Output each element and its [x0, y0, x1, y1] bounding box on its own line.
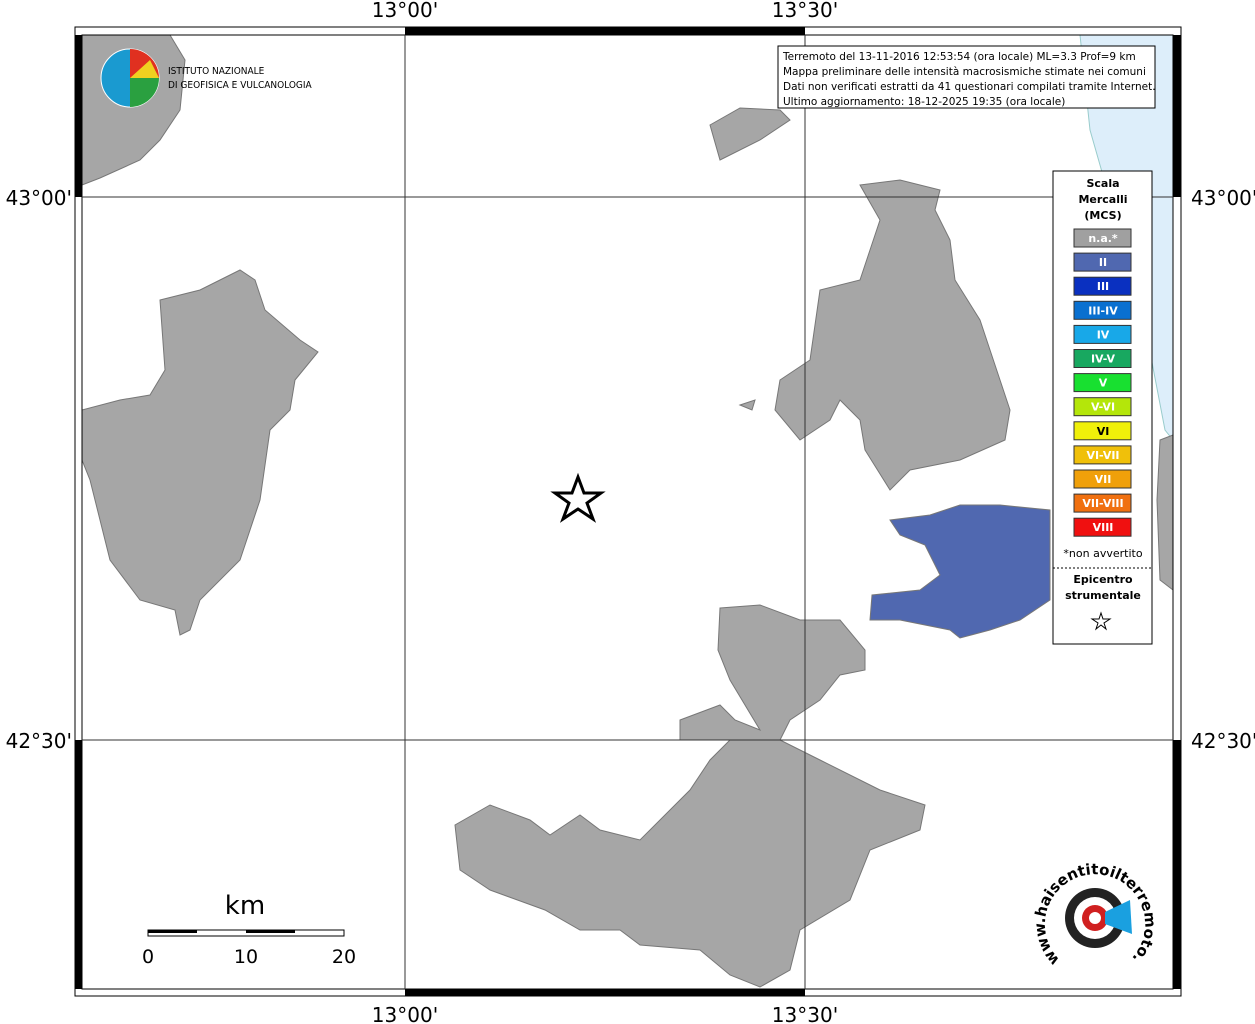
legend-swatch [1073, 324, 1132, 344]
logo-segment [130, 60, 159, 78]
legend-label: III-IV [1088, 304, 1118, 317]
legend-label: II [1099, 256, 1107, 269]
legend-label: V-VI [1091, 401, 1115, 414]
lon-label: 13°00' [372, 1003, 438, 1024]
info-line: Dati non verificati estratti da 41 quest… [783, 81, 1156, 93]
epicenter-star [550, 472, 606, 523]
legend-label: VII-VIII [1082, 497, 1123, 510]
legend-swatch [1073, 445, 1132, 465]
legend-label: IV-V [1091, 353, 1116, 366]
legend-title: Scala [1086, 177, 1119, 190]
lon-label: 13°30' [772, 1003, 838, 1024]
legend-label: VI-VII [1086, 449, 1119, 462]
legend-label: VII [1095, 473, 1112, 486]
badge-ring [1089, 912, 1101, 924]
legend-swatch [1073, 276, 1132, 296]
lat-label: 42°30' [1191, 729, 1255, 753]
legend-swatch [1073, 252, 1132, 272]
legend-label: III [1097, 280, 1109, 293]
legend-swatch [1073, 517, 1132, 537]
scale-label: 0 [142, 946, 154, 968]
scale-segment [148, 930, 197, 933]
logo-text: DI GEOFISICA E VULCANOLOGIA [168, 80, 313, 91]
legend-swatch [1073, 300, 1132, 320]
legend-label: IV [1097, 328, 1110, 341]
lat-label: 43°00' [6, 186, 72, 210]
grid-labels: 13°00' 13°30' 13°00' 13°30' 43°00' 42°30… [6, 0, 1255, 1024]
area-intensity-ii [869, 504, 1051, 639]
legend-star [1090, 611, 1112, 631]
frame-band [405, 989, 805, 996]
scale-label: 10 [234, 946, 258, 968]
legend-label: VI [1097, 425, 1110, 438]
area [1156, 434, 1174, 592]
lon-label: 13°30' [772, 0, 838, 22]
legend-swatch [1073, 493, 1132, 513]
legend-label: V [1099, 377, 1108, 390]
legend-swatch [1073, 421, 1132, 441]
lat-label: 42°30' [6, 729, 72, 753]
scale-segment [246, 930, 295, 933]
legend-swatch [1073, 373, 1132, 393]
info-frame [777, 45, 1156, 109]
frame-band [1173, 35, 1181, 197]
legend-label: n.a.* [1088, 232, 1118, 245]
legend-title: (MCS) [1084, 209, 1121, 222]
scale-unit: km [225, 891, 265, 921]
info-line: Ultimo aggiornamento: 18-12-2025 19:35 (… [783, 96, 1065, 108]
legend-swatch [1073, 228, 1132, 248]
land [81, 34, 1174, 988]
frame-band [1173, 740, 1181, 989]
area [709, 107, 791, 161]
legend-note: *non avvertito [1063, 547, 1142, 560]
info-box: Terremoto del 13-11-2016 12:53:54 (ora l… [777, 45, 1156, 109]
logo-segment [130, 78, 159, 107]
area [774, 179, 1011, 491]
legend-epicenter: strumentale [1065, 589, 1141, 602]
scale-bar: km 0 10 20 [142, 891, 356, 968]
legend-swatch [1073, 469, 1132, 489]
frame [74, 26, 1182, 997]
legend-swatch [1073, 349, 1132, 368]
logo: ISTITUTO NAZIONALE DI GEOFISICA E VULCAN… [100, 48, 313, 108]
lat-label: 43°00' [1191, 186, 1255, 210]
legend-label: VIII [1093, 521, 1114, 534]
area [738, 399, 756, 411]
info-line: Mappa preliminare delle intensità macros… [783, 66, 1146, 78]
legend-epicenter: Epicentro [1073, 573, 1133, 586]
logo-text: ISTITUTO NAZIONALE [168, 66, 265, 77]
scale-label: 20 [332, 946, 356, 968]
badge-speaker [1105, 900, 1132, 934]
frame-band [75, 740, 82, 989]
lon-label: 13°00' [372, 0, 438, 22]
legend-swatch [1073, 397, 1132, 417]
frame-band [75, 35, 82, 197]
frame-band [405, 27, 805, 35]
legend-title: Mercalli [1078, 193, 1127, 206]
info-line: Terremoto del 13-11-2016 12:53:54 (ora l… [782, 51, 1136, 63]
legend: ScalaMercalli(MCS)n.a.*IIIIIIII-IVIVIV-V… [1052, 170, 1153, 645]
